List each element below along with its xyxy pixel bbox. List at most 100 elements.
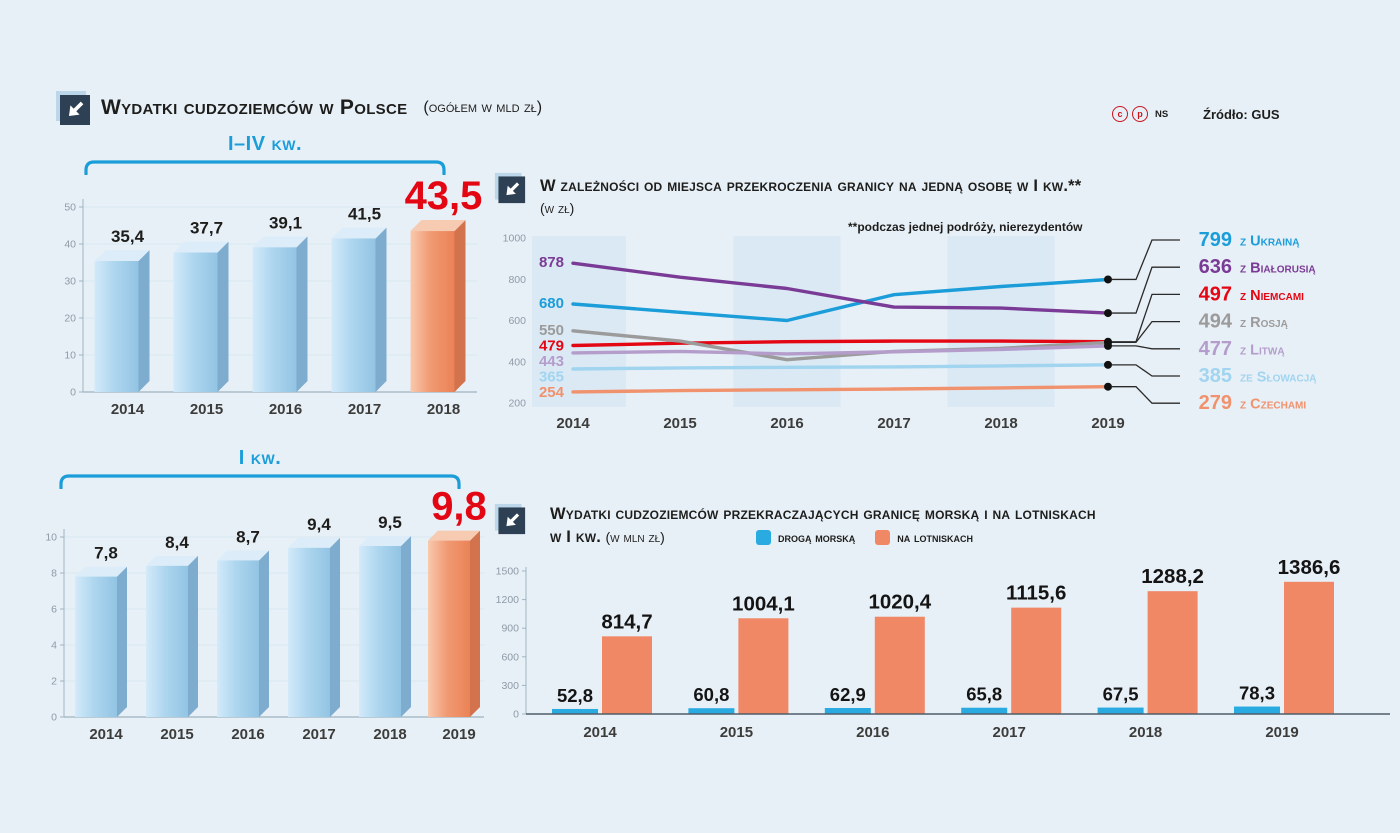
bracket-label-total: I–IV kw.: [227, 133, 302, 155]
svg-text:2017: 2017: [348, 401, 381, 418]
svg-text:2018: 2018: [1129, 724, 1162, 741]
svg-text:800: 800: [508, 274, 526, 286]
svg-text:z Niemcami: z Niemcami: [1240, 288, 1304, 304]
svg-text:600: 600: [501, 651, 519, 663]
svg-text:2016: 2016: [856, 724, 889, 741]
svg-text:30: 30: [64, 276, 76, 288]
svg-text:550: 550: [539, 322, 564, 339]
svg-text:4: 4: [51, 640, 57, 652]
svg-text:497: 497: [1199, 283, 1232, 305]
svg-text:2015: 2015: [160, 726, 193, 743]
chart-border-section: W zależności od miejsca przekroczenia gr…: [492, 170, 1397, 440]
svg-text:2018: 2018: [373, 726, 406, 743]
chart-q1-section: I kw. 0 2 4 6 8 10 7,8 2014 8,4 2015 8,7 2016 9,4 201…: [28, 447, 492, 757]
svg-text:300: 300: [501, 680, 519, 692]
header: Wydatki cudzoziemców w Polsce (ogółem w …: [55, 90, 542, 126]
svg-text:20: 20: [64, 313, 76, 325]
svg-text:8,4: 8,4: [165, 533, 189, 552]
svg-text:680: 680: [539, 295, 564, 312]
svg-text:636: 636: [1199, 256, 1232, 278]
svg-text:60,8: 60,8: [693, 684, 729, 705]
arrow-icon: [494, 172, 526, 204]
chart-sea-air-unit: (w mln zł): [605, 529, 665, 545]
svg-text:385: 385: [1199, 365, 1232, 387]
bracket-label-q1: I kw.: [238, 447, 282, 469]
svg-text:9,8: 9,8: [431, 487, 487, 529]
svg-text:799: 799: [1199, 232, 1232, 251]
svg-text:67,5: 67,5: [1103, 684, 1139, 705]
svg-text:40: 40: [64, 239, 76, 251]
svg-text:2019: 2019: [442, 726, 475, 743]
svg-text:10: 10: [64, 350, 76, 362]
svg-text:400: 400: [508, 356, 526, 368]
svg-text:2016: 2016: [770, 415, 803, 432]
arrow-icon: [55, 90, 91, 126]
license-badges: c p NS: [1112, 106, 1168, 122]
svg-text:8,7: 8,7: [236, 527, 260, 546]
svg-text:0: 0: [513, 709, 519, 721]
legend: drogą morską na lotniskach: [756, 530, 973, 545]
svg-text:41,5: 41,5: [348, 204, 381, 223]
chart-border-footnote: **podczas jednej podróży, nierezydentów: [848, 220, 1083, 234]
svg-text:35,4: 35,4: [111, 227, 145, 246]
bar-chart-total-annual: 0 10 20 30 40 50 35,4 2014 37,7 2015 39,1 2016 41,5 2…: [64, 177, 482, 418]
cc-icon: c: [1112, 106, 1128, 122]
svg-text:78,3: 78,3: [1239, 683, 1275, 704]
svg-text:477: 477: [1199, 338, 1232, 360]
svg-text:2014: 2014: [556, 415, 590, 432]
bar-chart-q1: 0 2 4 6 8 10 7,8 2014 8,4 2015 8,7 2016 9,4 2017 9,5 20…: [45, 487, 487, 743]
svg-text:2016: 2016: [269, 401, 302, 418]
svg-text:443: 443: [539, 353, 564, 370]
svg-text:2016: 2016: [231, 726, 264, 743]
svg-text:z Ukrainą: z Ukrainą: [1240, 234, 1300, 250]
bracket-shape: [84, 160, 446, 175]
arrow-icon: [494, 503, 526, 535]
svg-text:z Czechami: z Czechami: [1240, 397, 1306, 413]
svg-text:1500: 1500: [496, 566, 520, 578]
svg-text:7,8: 7,8: [94, 544, 118, 563]
license-text: NS: [1155, 108, 1169, 120]
svg-text:39,1: 39,1: [269, 213, 302, 232]
chart-sea-air-title: Wydatki cudzoziemców przekraczających gr…: [550, 505, 1096, 523]
svg-text:10: 10: [45, 532, 57, 544]
svg-text:1386,6: 1386,6: [1278, 559, 1341, 579]
legend-swatch-air: [875, 530, 891, 545]
legend-item-air: na lotniskach: [875, 530, 973, 545]
grouped-bar-chart-sea-air: 0 300 600 900 1200 1500 52,8 814,7 2014 60,8 1004,…: [496, 559, 1390, 741]
svg-text:0: 0: [51, 712, 57, 724]
svg-text:2017: 2017: [993, 724, 1026, 741]
svg-text:279: 279: [1199, 392, 1232, 414]
svg-text:1200: 1200: [496, 594, 520, 606]
svg-text:37,7: 37,7: [190, 219, 223, 238]
chart-sea-air-title2: w I kw. (w mln zł): [550, 528, 665, 547]
svg-text:65,8: 65,8: [966, 684, 1002, 705]
page-subtitle: (ogółem w mld zł): [423, 99, 543, 116]
line-chart-border: 1000 800 600 400 200 2014 2015 2016 2017 2018 2019…: [503, 232, 1317, 432]
svg-text:2019: 2019: [1265, 724, 1298, 741]
svg-text:2014: 2014: [111, 401, 145, 418]
svg-text:878: 878: [539, 254, 564, 271]
svg-text:z Białorusią: z Białorusią: [1240, 261, 1316, 277]
cc-by-icon: p: [1132, 106, 1148, 122]
svg-text:200: 200: [508, 398, 526, 410]
svg-text:2015: 2015: [190, 401, 223, 418]
chart-total-annual-section: I–IV kw. 0 10 20 30 40 50 35,4 2014 37,7 2015 39,1…: [45, 133, 485, 433]
svg-text:365: 365: [539, 368, 564, 385]
svg-text:0: 0: [70, 387, 76, 399]
svg-text:1288,2: 1288,2: [1141, 565, 1204, 588]
svg-text:2018: 2018: [984, 415, 1017, 432]
legend-label-air: na lotniskach: [897, 530, 973, 545]
chart-border-title: W zależności od miejsca przekroczenia gr…: [540, 177, 1082, 195]
svg-text:1000: 1000: [503, 233, 527, 245]
source-label: Źródło: GUS: [1203, 107, 1280, 122]
legend-swatch-sea: [756, 530, 771, 545]
svg-text:2019: 2019: [1091, 415, 1124, 432]
svg-text:494: 494: [1199, 311, 1233, 333]
chart-border-unit: (w zł): [540, 200, 575, 216]
legend-label-sea: drogą morską: [778, 530, 856, 545]
svg-text:254: 254: [539, 384, 565, 401]
svg-text:2: 2: [51, 676, 57, 688]
svg-text:600: 600: [508, 315, 526, 327]
svg-text:1004,1: 1004,1: [732, 592, 795, 615]
svg-text:z Rosją: z Rosją: [1240, 315, 1288, 331]
